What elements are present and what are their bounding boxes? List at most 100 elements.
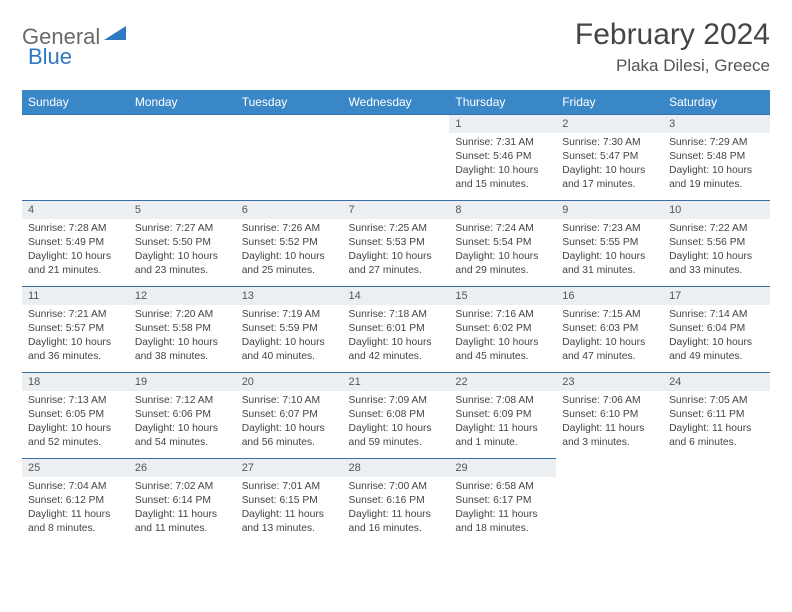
weekday-header: Friday xyxy=(556,90,663,114)
calendar-cell xyxy=(129,114,236,200)
day-details: Sunrise: 7:00 AMSunset: 6:16 PMDaylight:… xyxy=(343,477,450,538)
calendar-cell: 4Sunrise: 7:28 AMSunset: 5:49 PMDaylight… xyxy=(22,200,129,286)
weekday-header: Sunday xyxy=(22,90,129,114)
day-details: Sunrise: 7:15 AMSunset: 6:03 PMDaylight:… xyxy=(556,305,663,366)
day-details: Sunrise: 7:09 AMSunset: 6:08 PMDaylight:… xyxy=(343,391,450,452)
calendar-cell: 17Sunrise: 7:14 AMSunset: 6:04 PMDayligh… xyxy=(663,286,770,372)
day-details: Sunrise: 7:31 AMSunset: 5:46 PMDaylight:… xyxy=(449,133,556,194)
day-number: 10 xyxy=(663,200,770,219)
day-number: 13 xyxy=(236,286,343,305)
day-number: 15 xyxy=(449,286,556,305)
day-number: 18 xyxy=(22,372,129,391)
day-details: Sunrise: 6:58 AMSunset: 6:17 PMDaylight:… xyxy=(449,477,556,538)
day-number: 14 xyxy=(343,286,450,305)
logo-triangle-icon xyxy=(104,24,126,47)
day-number: 25 xyxy=(22,458,129,477)
day-details: Sunrise: 7:08 AMSunset: 6:09 PMDaylight:… xyxy=(449,391,556,452)
day-number: 21 xyxy=(343,372,450,391)
day-details: Sunrise: 7:18 AMSunset: 6:01 PMDaylight:… xyxy=(343,305,450,366)
day-number: 27 xyxy=(236,458,343,477)
calendar-cell: 24Sunrise: 7:05 AMSunset: 6:11 PMDayligh… xyxy=(663,372,770,458)
day-details: Sunrise: 7:01 AMSunset: 6:15 PMDaylight:… xyxy=(236,477,343,538)
location-label: Plaka Dilesi, Greece xyxy=(575,56,770,76)
day-details: Sunrise: 7:16 AMSunset: 6:02 PMDaylight:… xyxy=(449,305,556,366)
calendar-cell: 28Sunrise: 7:00 AMSunset: 6:16 PMDayligh… xyxy=(343,458,450,544)
weekday-header: Thursday xyxy=(449,90,556,114)
calendar-week: 18Sunrise: 7:13 AMSunset: 6:05 PMDayligh… xyxy=(22,372,770,458)
calendar-week: 25Sunrise: 7:04 AMSunset: 6:12 PMDayligh… xyxy=(22,458,770,544)
day-details: Sunrise: 7:05 AMSunset: 6:11 PMDaylight:… xyxy=(663,391,770,452)
calendar-cell: 14Sunrise: 7:18 AMSunset: 6:01 PMDayligh… xyxy=(343,286,450,372)
calendar-cell: 20Sunrise: 7:10 AMSunset: 6:07 PMDayligh… xyxy=(236,372,343,458)
day-number: 28 xyxy=(343,458,450,477)
calendar-cell: 13Sunrise: 7:19 AMSunset: 5:59 PMDayligh… xyxy=(236,286,343,372)
calendar-cell: 19Sunrise: 7:12 AMSunset: 6:06 PMDayligh… xyxy=(129,372,236,458)
day-number: 4 xyxy=(22,200,129,219)
calendar-cell: 3Sunrise: 7:29 AMSunset: 5:48 PMDaylight… xyxy=(663,114,770,200)
day-details: Sunrise: 7:26 AMSunset: 5:52 PMDaylight:… xyxy=(236,219,343,280)
day-number: 8 xyxy=(449,200,556,219)
day-details: Sunrise: 7:06 AMSunset: 6:10 PMDaylight:… xyxy=(556,391,663,452)
day-number: 26 xyxy=(129,458,236,477)
day-details: Sunrise: 7:24 AMSunset: 5:54 PMDaylight:… xyxy=(449,219,556,280)
day-number: 16 xyxy=(556,286,663,305)
calendar-cell xyxy=(22,114,129,200)
day-details: Sunrise: 7:28 AMSunset: 5:49 PMDaylight:… xyxy=(22,219,129,280)
calendar-cell: 23Sunrise: 7:06 AMSunset: 6:10 PMDayligh… xyxy=(556,372,663,458)
calendar-cell: 25Sunrise: 7:04 AMSunset: 6:12 PMDayligh… xyxy=(22,458,129,544)
day-number: 5 xyxy=(129,200,236,219)
day-number: 3 xyxy=(663,114,770,133)
calendar-cell xyxy=(343,114,450,200)
calendar-cell: 6Sunrise: 7:26 AMSunset: 5:52 PMDaylight… xyxy=(236,200,343,286)
calendar-week: 4Sunrise: 7:28 AMSunset: 5:49 PMDaylight… xyxy=(22,200,770,286)
day-number: 19 xyxy=(129,372,236,391)
day-details: Sunrise: 7:20 AMSunset: 5:58 PMDaylight:… xyxy=(129,305,236,366)
day-number: 17 xyxy=(663,286,770,305)
calendar-week: 1Sunrise: 7:31 AMSunset: 5:46 PMDaylight… xyxy=(22,114,770,200)
day-details: Sunrise: 7:10 AMSunset: 6:07 PMDaylight:… xyxy=(236,391,343,452)
day-number: 7 xyxy=(343,200,450,219)
day-details: Sunrise: 7:22 AMSunset: 5:56 PMDaylight:… xyxy=(663,219,770,280)
day-number: 24 xyxy=(663,372,770,391)
day-number: 29 xyxy=(449,458,556,477)
day-number: 20 xyxy=(236,372,343,391)
day-details: Sunrise: 7:25 AMSunset: 5:53 PMDaylight:… xyxy=(343,219,450,280)
weekday-header: Wednesday xyxy=(343,90,450,114)
weekday-header: Monday xyxy=(129,90,236,114)
day-details: Sunrise: 7:12 AMSunset: 6:06 PMDaylight:… xyxy=(129,391,236,452)
calendar-cell: 29Sunrise: 6:58 AMSunset: 6:17 PMDayligh… xyxy=(449,458,556,544)
day-number: 6 xyxy=(236,200,343,219)
calendar-cell: 2Sunrise: 7:30 AMSunset: 5:47 PMDaylight… xyxy=(556,114,663,200)
calendar-cell: 16Sunrise: 7:15 AMSunset: 6:03 PMDayligh… xyxy=(556,286,663,372)
day-details: Sunrise: 7:27 AMSunset: 5:50 PMDaylight:… xyxy=(129,219,236,280)
calendar-table: Sunday Monday Tuesday Wednesday Thursday… xyxy=(22,90,770,544)
calendar-cell: 8Sunrise: 7:24 AMSunset: 5:54 PMDaylight… xyxy=(449,200,556,286)
month-title: February 2024 xyxy=(575,18,770,52)
calendar-cell xyxy=(556,458,663,544)
calendar-cell: 7Sunrise: 7:25 AMSunset: 5:53 PMDaylight… xyxy=(343,200,450,286)
calendar-cell: 22Sunrise: 7:08 AMSunset: 6:09 PMDayligh… xyxy=(449,372,556,458)
day-details: Sunrise: 7:19 AMSunset: 5:59 PMDaylight:… xyxy=(236,305,343,366)
calendar-week: 11Sunrise: 7:21 AMSunset: 5:57 PMDayligh… xyxy=(22,286,770,372)
calendar-cell: 9Sunrise: 7:23 AMSunset: 5:55 PMDaylight… xyxy=(556,200,663,286)
calendar-cell xyxy=(663,458,770,544)
day-details: Sunrise: 7:29 AMSunset: 5:48 PMDaylight:… xyxy=(663,133,770,194)
day-details: Sunrise: 7:13 AMSunset: 6:05 PMDaylight:… xyxy=(22,391,129,452)
brand-part2: Blue xyxy=(28,44,72,70)
day-number: 12 xyxy=(129,286,236,305)
day-details: Sunrise: 7:23 AMSunset: 5:55 PMDaylight:… xyxy=(556,219,663,280)
day-details: Sunrise: 7:02 AMSunset: 6:14 PMDaylight:… xyxy=(129,477,236,538)
day-number: 22 xyxy=(449,372,556,391)
calendar-cell: 21Sunrise: 7:09 AMSunset: 6:08 PMDayligh… xyxy=(343,372,450,458)
day-details: Sunrise: 7:04 AMSunset: 6:12 PMDaylight:… xyxy=(22,477,129,538)
day-details: Sunrise: 7:30 AMSunset: 5:47 PMDaylight:… xyxy=(556,133,663,194)
calendar-cell: 27Sunrise: 7:01 AMSunset: 6:15 PMDayligh… xyxy=(236,458,343,544)
day-number: 23 xyxy=(556,372,663,391)
day-number: 2 xyxy=(556,114,663,133)
calendar-cell: 18Sunrise: 7:13 AMSunset: 6:05 PMDayligh… xyxy=(22,372,129,458)
calendar-page: General February 2024 Plaka Dilesi, Gree… xyxy=(0,0,792,554)
calendar-cell: 26Sunrise: 7:02 AMSunset: 6:14 PMDayligh… xyxy=(129,458,236,544)
calendar-cell: 15Sunrise: 7:16 AMSunset: 6:02 PMDayligh… xyxy=(449,286,556,372)
weekday-header: Saturday xyxy=(663,90,770,114)
header: General February 2024 Plaka Dilesi, Gree… xyxy=(22,18,770,76)
